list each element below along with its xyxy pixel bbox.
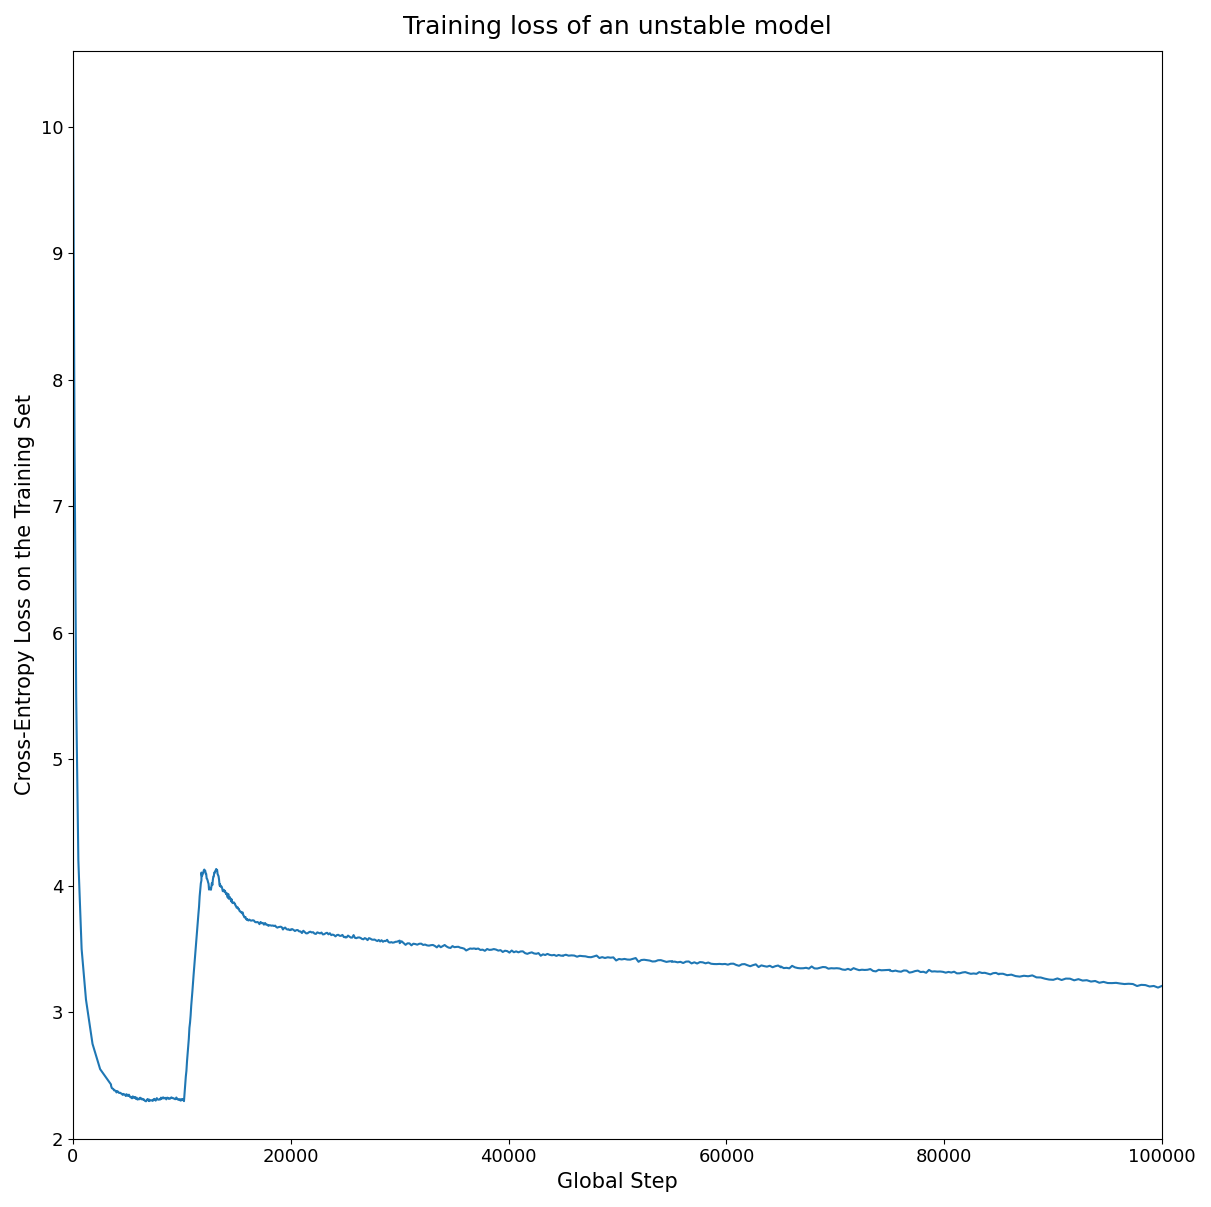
Y-axis label: Cross-Entropy Loss on the Training Set: Cross-Entropy Loss on the Training Set [15, 395, 35, 795]
X-axis label: Global Step: Global Step [557, 1172, 678, 1193]
Title: Training loss of an unstable model: Training loss of an unstable model [403, 14, 832, 39]
